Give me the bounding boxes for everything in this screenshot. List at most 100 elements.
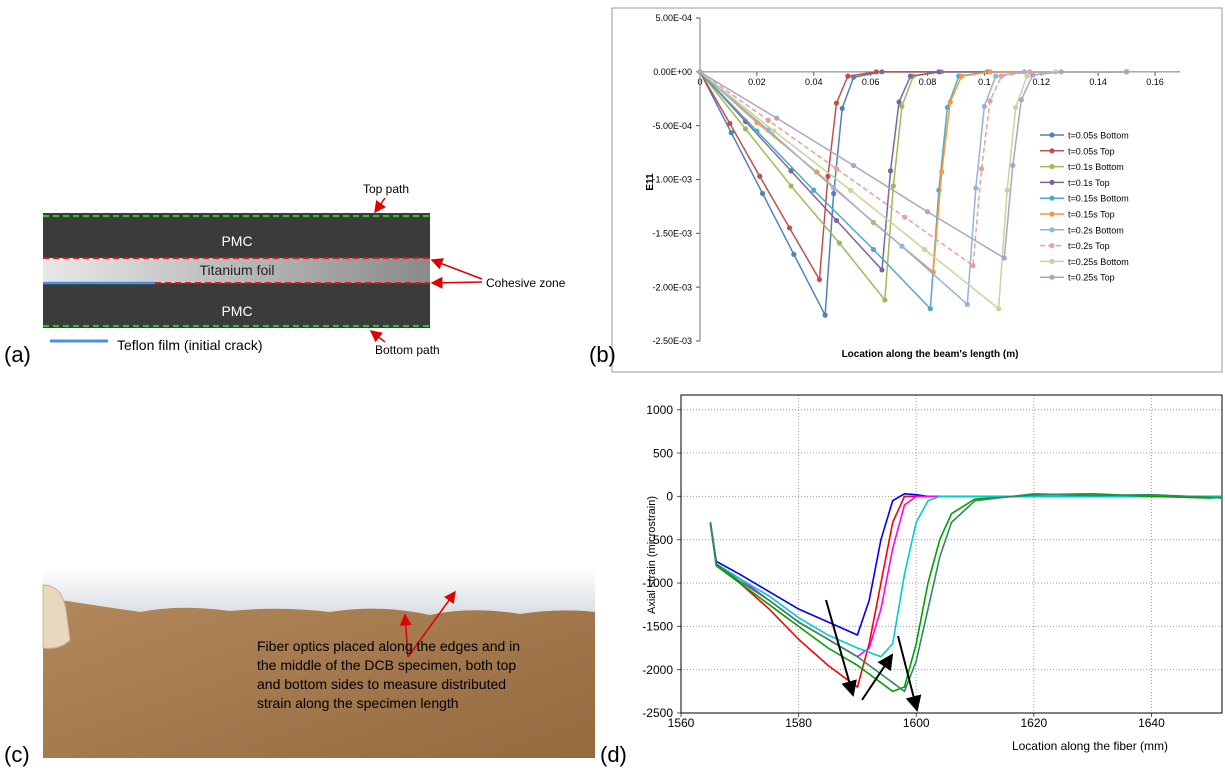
point: [831, 185, 837, 191]
point: [890, 183, 896, 189]
y-tick-label: -1.00E-03: [652, 175, 692, 185]
annotation-arrows: [825, 599, 922, 712]
series-line: [699, 71, 1127, 311]
legend-marker: [1049, 132, 1055, 138]
point: [924, 209, 931, 215]
y-tick-label: 0: [666, 490, 673, 504]
y-tick-label: -5.00E-04: [652, 121, 692, 131]
legend-marker: [1049, 195, 1055, 201]
legend-label: t=0.25s Bottom: [1068, 257, 1129, 267]
point: [902, 214, 908, 220]
point: [728, 130, 734, 136]
point: [845, 73, 851, 79]
point: [765, 117, 771, 123]
y-axis-label: Axial strain (microstrain): [646, 496, 658, 614]
point: [774, 115, 780, 121]
arrow: [430, 276, 483, 289]
x-axis-label: Location along the beam's length (m): [842, 349, 1019, 360]
point: [1030, 72, 1036, 78]
annotation: Top path: [363, 182, 409, 196]
point: [833, 166, 840, 172]
legend-label: t=0.25s Top: [1068, 273, 1115, 283]
series-line: [699, 71, 1127, 274]
legend-marker: [1049, 274, 1055, 280]
caption-line: strain along the specimen length: [257, 695, 459, 711]
point: [1013, 104, 1019, 110]
point: [873, 69, 879, 75]
annotation: Cohesive zone: [486, 276, 566, 290]
point: [833, 100, 840, 106]
y-tick-label: -500: [649, 533, 673, 547]
series-line: [699, 71, 1127, 267]
legend-marker: [1049, 258, 1055, 264]
point: [754, 128, 760, 134]
chart-frame: [611, 7, 1223, 373]
series-line: [709, 492, 1223, 693]
panel-label: (c): [4, 742, 30, 767]
layer-label: Titanium foil: [200, 262, 275, 278]
point: [1004, 187, 1010, 193]
point: [987, 98, 993, 104]
point: [1018, 97, 1024, 103]
diagram: PMC Titanium foil PMC Top path Cohesive …: [4, 182, 566, 367]
point: [831, 190, 837, 197]
point: [947, 99, 953, 105]
x-tick-label: 0.04: [805, 77, 823, 87]
x-tick-label: 0.08: [919, 77, 937, 87]
point: [786, 225, 793, 231]
point: [727, 120, 733, 127]
arrow: [407, 590, 456, 658]
point: [759, 190, 766, 197]
caption-line: and bottom sides to measure distributed: [257, 676, 506, 692]
point: [850, 162, 857, 169]
x-tick-label: 0.02: [748, 77, 766, 87]
point: [839, 105, 845, 112]
point: [848, 187, 854, 193]
point: [816, 277, 823, 283]
point: [907, 73, 914, 79]
point: [833, 217, 840, 224]
point: [825, 173, 831, 179]
point: [959, 73, 965, 79]
y-tick-label: -1500: [642, 620, 673, 634]
x-tick-label: 1580: [785, 716, 812, 730]
point: [771, 128, 777, 134]
point: [757, 173, 763, 179]
point: [1010, 162, 1016, 169]
legend-marker: [1049, 227, 1055, 233]
point: [922, 246, 928, 253]
point: [887, 168, 894, 174]
point: [993, 73, 999, 79]
point: [697, 69, 703, 75]
legend-label: t=0.05s Top: [1068, 146, 1115, 156]
point: [899, 243, 905, 249]
series-line: [709, 495, 1222, 658]
legend-label: t=0.15s Top: [1068, 210, 1115, 220]
legend-label: t=0.1s Bottom: [1068, 162, 1124, 172]
point: [1001, 255, 1007, 261]
y-tick-label: -1.50E-03: [652, 228, 692, 238]
point: [987, 69, 993, 75]
point: [822, 312, 828, 318]
y-tick-label: -2000: [642, 663, 673, 677]
point: [811, 187, 817, 193]
caption-line: Fiber optics placed along the edges and …: [257, 638, 520, 654]
legend-marker: [1049, 164, 1055, 170]
point: [995, 306, 1002, 312]
x-tick-label: 0.16: [1146, 77, 1164, 87]
x-tick-label: 0.1: [978, 77, 991, 87]
y-axis-label: E11: [645, 173, 656, 191]
panel-label: (b): [589, 342, 616, 367]
point: [836, 240, 842, 246]
legend-label: Teflon film (initial crack): [117, 337, 262, 353]
x-tick-label: 0.12: [1032, 77, 1050, 87]
foil-layer: [43, 258, 430, 283]
series-line: [699, 71, 1127, 311]
y-tick-label: 0.00E+00: [653, 67, 692, 77]
point: [1024, 73, 1030, 79]
point: [1058, 69, 1064, 75]
y-tick-label: -2.00E-03: [652, 282, 692, 292]
arrow: [897, 635, 922, 712]
legend-label: t=0.15s Bottom: [1068, 194, 1129, 204]
